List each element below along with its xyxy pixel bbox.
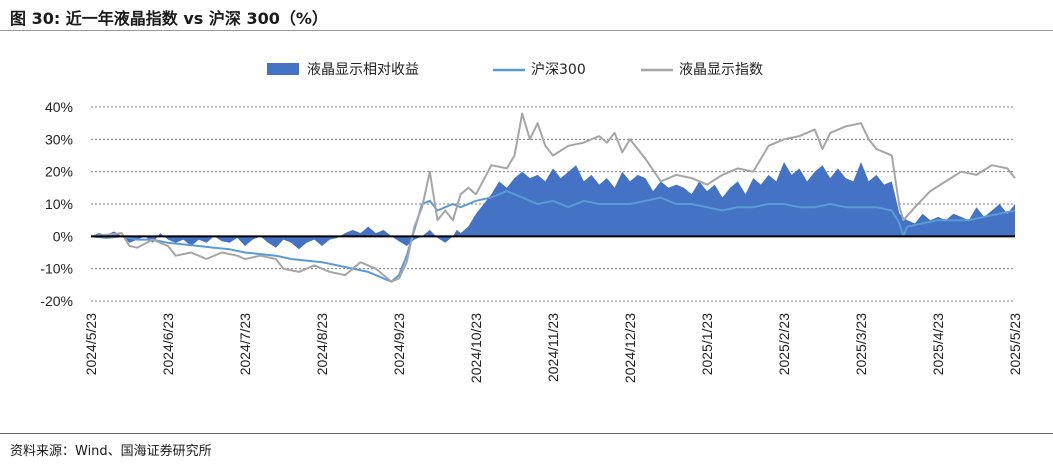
x-tick-label: 2025/5/23 [1007, 313, 1023, 375]
x-tick-label: 2024/8/23 [314, 313, 330, 375]
page-title: 图 30: 近一年液晶指数 vs 沪深 300（%） [10, 9, 328, 28]
relative-return-area [91, 162, 1015, 250]
lcd-index-line [90, 112, 1016, 283]
y-tick-label: -20% [40, 293, 73, 309]
legend-label-relative-return: 液晶显示相对收益 [307, 62, 419, 78]
y-tick-label: 20% [45, 164, 73, 180]
csi300-line [90, 190, 1016, 283]
y-tick-label: 40% [45, 99, 73, 115]
x-tick-label: 2024/10/23 [468, 313, 484, 383]
y-tick-label: -10% [40, 261, 73, 277]
title-bar: 图 30: 近一年液晶指数 vs 沪深 300（%） [0, 0, 1053, 31]
axes: 40% 30% 20% 10% 0% -10% -20% 2024/5/23 2024/6/23… [40, 99, 1023, 383]
y-tick-label: 30% [45, 131, 73, 147]
y-tick-label: 10% [45, 196, 73, 212]
x-tick-label: 2024/7/23 [237, 313, 253, 375]
x-tick-label: 2025/1/23 [699, 313, 715, 375]
x-tick-label: 2024/11/23 [545, 313, 561, 382]
x-tick-label: 2025/3/23 [853, 313, 869, 375]
x-tick-label: 2024/5/23 [83, 313, 99, 375]
source-note: 资料来源：Wind、国海证券研究所 [10, 444, 212, 459]
x-tick-label: 2024/9/23 [391, 313, 407, 375]
legend: 液晶显示相对收益 沪深300 液晶显示指数 [267, 62, 763, 78]
legend-label-lcd-index: 液晶显示指数 [679, 62, 763, 78]
footer-divider [0, 433, 1053, 434]
legend-swatch-relative-return [267, 63, 299, 75]
legend-label-csi300: 沪深300 [531, 62, 586, 78]
x-tick-label: 2025/4/23 [930, 313, 946, 375]
y-tick-label: 0% [53, 228, 73, 244]
x-tick-label: 2025/2/23 [776, 313, 792, 375]
x-tick-label: 2024/12/23 [622, 313, 638, 383]
chart-marks [90, 112, 1016, 283]
x-tick-label: 2024/6/23 [160, 313, 176, 375]
line-area-chart: 液晶显示相对收益 沪深300 液晶显示指数 40% 30% 20% 10% 0% -10% -2… [40, 62, 1023, 383]
